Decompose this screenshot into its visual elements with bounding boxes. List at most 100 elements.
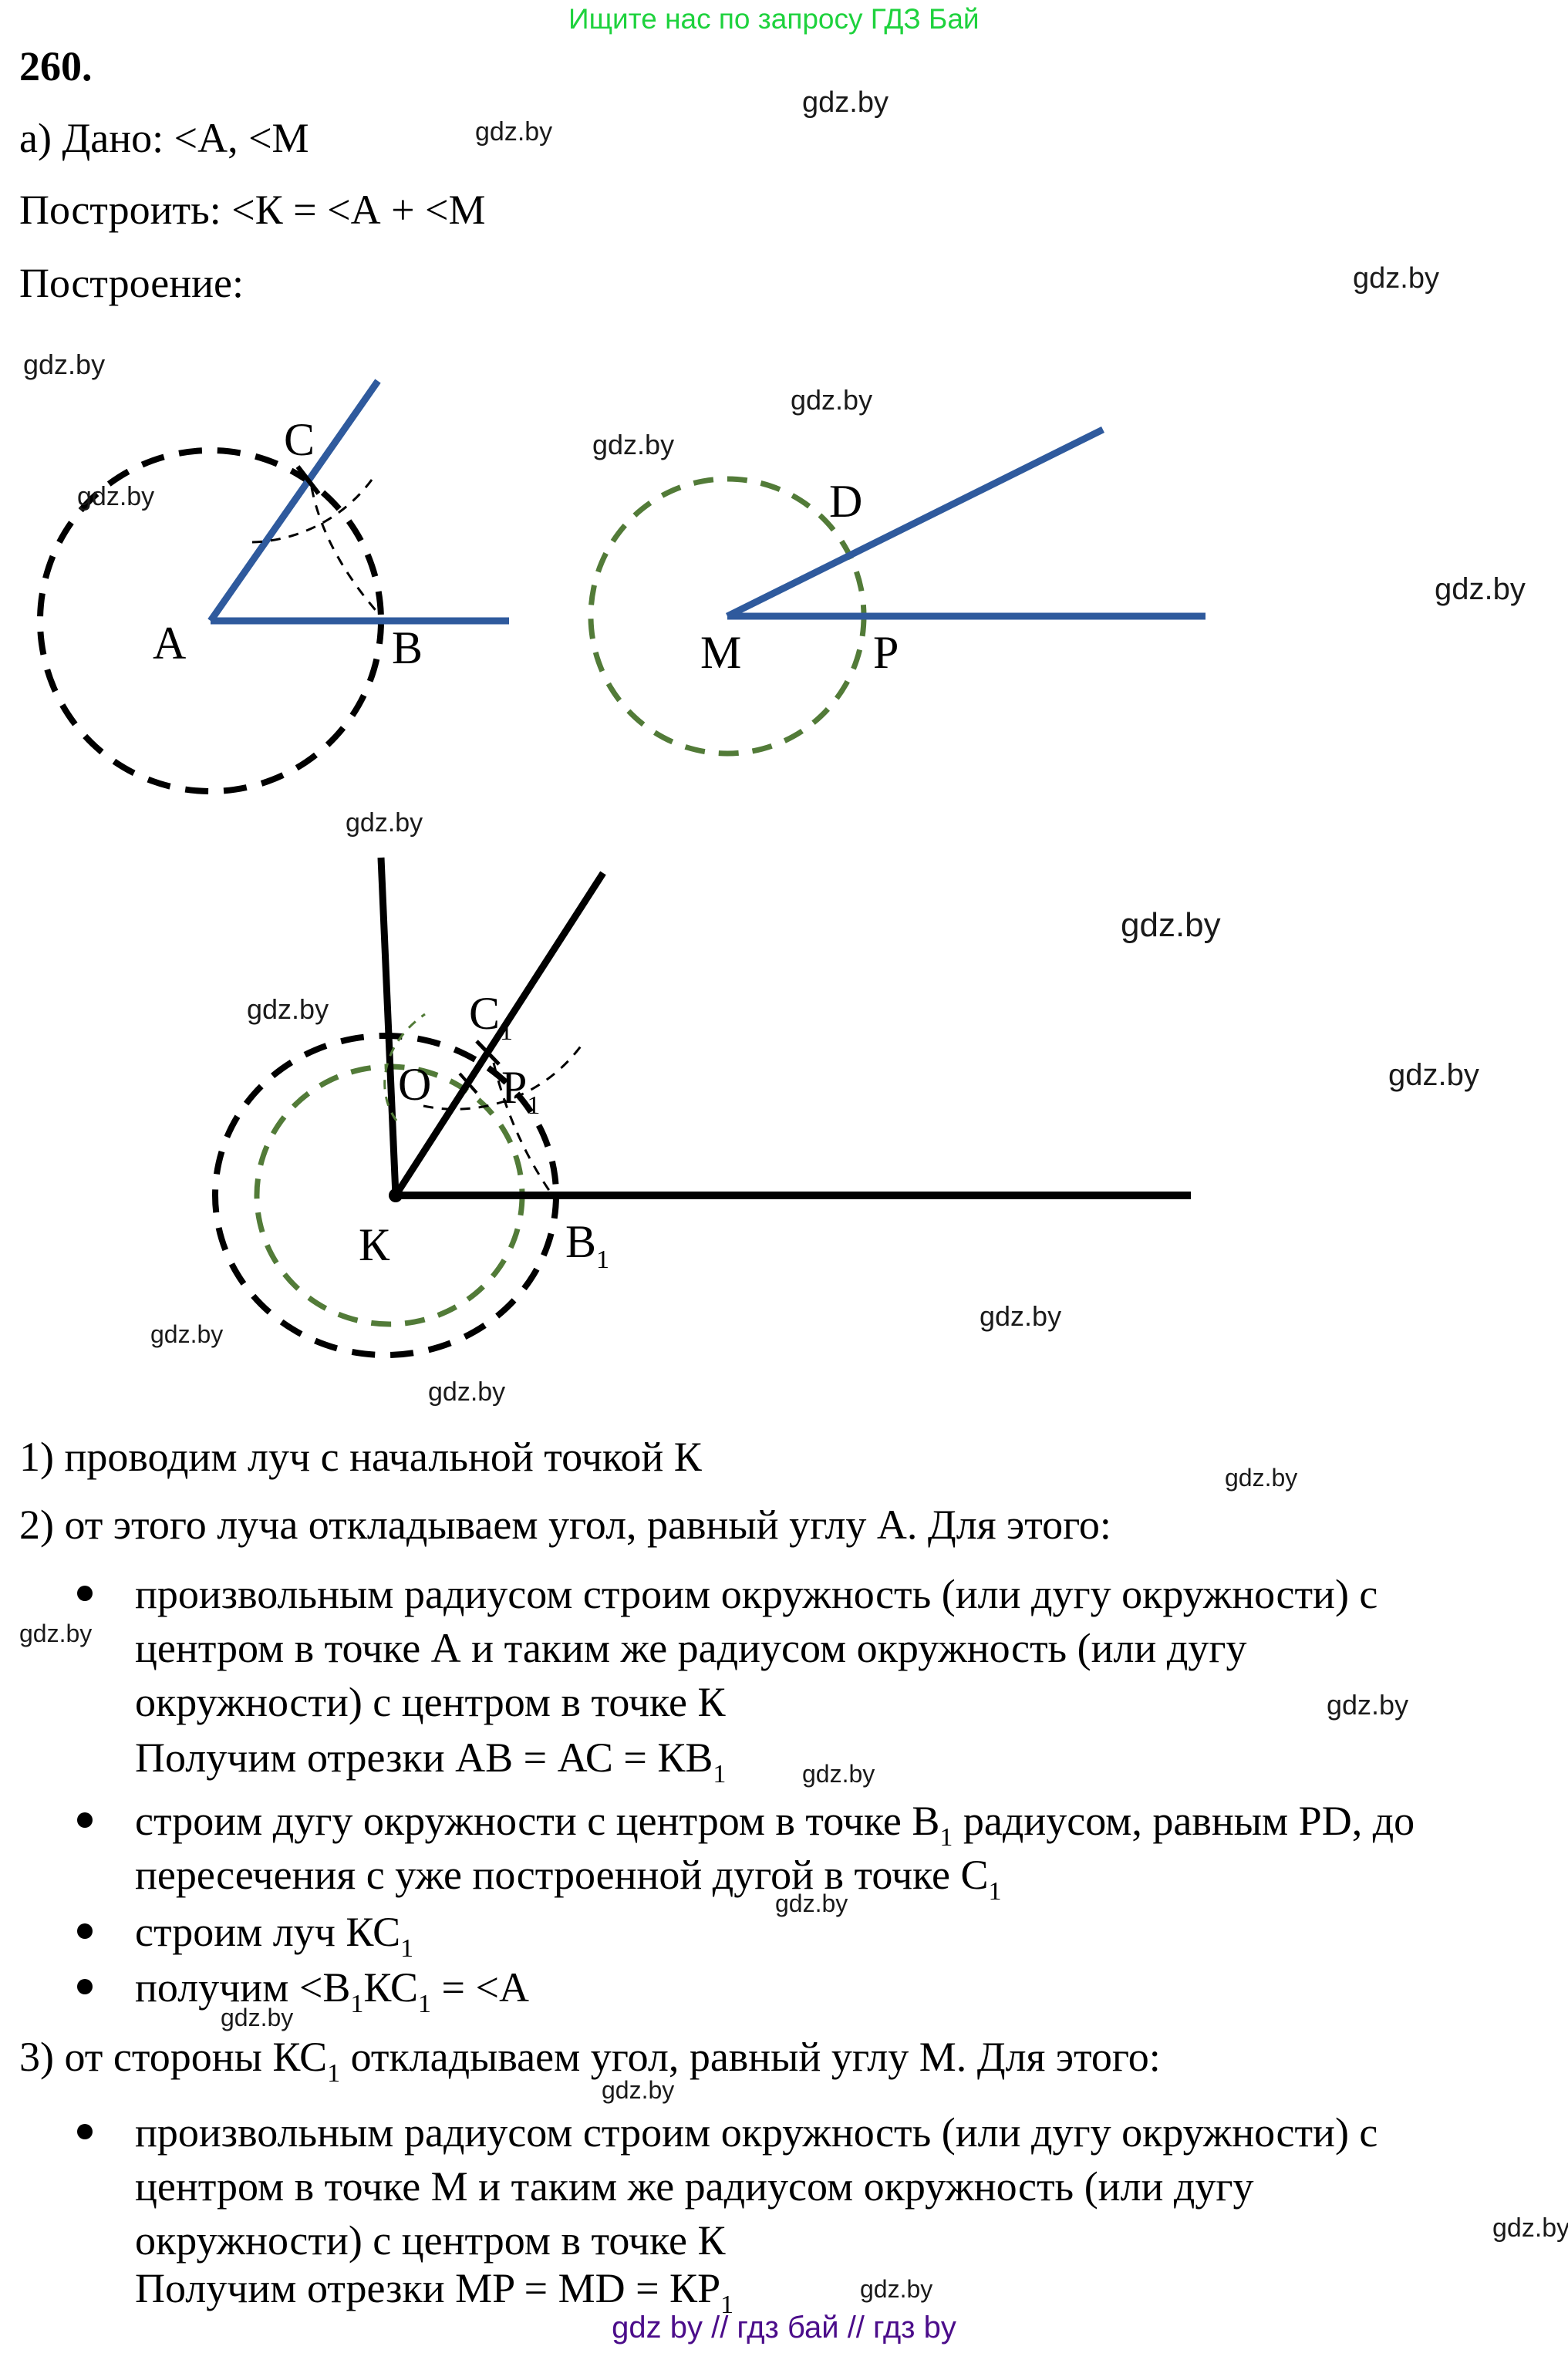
bullet5-line3: окружности) с центром в точке К [135,2217,726,2264]
watermark: gdz.by [1388,1058,1479,1092]
label-K: К [359,1219,390,1270]
bullet2-line2: пересечения с уже построенной дугой в то… [135,1851,1002,1906]
bullet2-line1-sub: 1 [939,1823,953,1852]
label-P1: P1 [501,1061,540,1120]
ray-KC1 [393,871,606,1198]
tick-point-P1 [458,1072,478,1094]
bullet3-line: строим луч КС1 [135,1908,413,1963]
given-line: а) Дано: <А, <М [19,115,309,161]
diagram-angle-M [588,426,1206,757]
watermark: gdz.by [1353,262,1439,295]
watermark: gdz.by [150,1320,224,1348]
watermark: gdz.by [1492,2213,1568,2243]
bullet2-line2-text: пересечения с уже построенной дугой в то… [135,1852,989,1898]
watermark: gdz.by [802,1760,875,1788]
bullet5-line2: центром в точке М и таким же радиусом ок… [135,2163,1254,2210]
promo-banner: Ищите нас по запросу ГДЗ Бай [568,3,980,35]
footer-branding: gdz by // гдз бай // гдз by [612,2311,956,2345]
bullet4-text2: КС [363,1964,419,2011]
watermark: gdz.by [1121,906,1221,944]
bullet-dot [77,2124,93,2139]
step-3-sub: 1 [327,2059,341,2088]
step-2: 2) от этого луча откладываем угол, равны… [19,1502,1111,1548]
label-C1-main: C [469,988,501,1039]
bullet1-line2: центром в точке А и таким же радиусом ок… [135,1625,1247,1671]
watermark: gdz.by [77,482,155,511]
tick-point-C1 [475,1040,501,1066]
bullet2-line1-text2: радиусом, равным PD, до [953,1798,1415,1844]
bullet5-line4-sub: 1 [720,2291,734,2319]
label-D: D [829,476,863,527]
bullet4-sub2: 1 [418,1990,432,2018]
bullet4-text3: = <А [431,1964,529,2011]
label-A: A [153,618,187,669]
watermark: gdz.by [247,993,329,1025]
watermark: gdz.by [428,1377,506,1407]
watermark: gdz.by [19,1620,93,1647]
bullet-dot [77,1979,93,1994]
arc-center-B1 [423,1041,585,1111]
label-P1-sub: 1 [527,1091,541,1120]
tick-point-C [295,465,321,495]
bullet4-sub1: 1 [350,1990,364,2018]
point-K-dot [389,1188,403,1202]
diagram-angle-K [212,857,1191,1358]
bullet2-line1: строим дугу окружности с центром в точке… [135,1797,1415,1852]
bullet-dot [77,1812,93,1828]
watermark: gdz.by [592,429,675,460]
arc-center-P1-green [383,1013,426,1121]
construction-line: Построение: [19,260,244,306]
label-P1-main: P [501,1062,528,1113]
bullet3-sub: 1 [400,1934,414,1963]
bullet1-line4-text: Получим отрезки АВ = АС = КВ [135,1734,713,1781]
label-B1: B1 [565,1215,609,1274]
watermark: gdz.by [475,117,553,147]
step-3: 3) от стороны КС1 откладываем угол, равн… [19,2033,1161,2088]
watermark: gdz.by [1225,1464,1298,1492]
bullet5-line4: Получим отрезки MP = MD = КР1 [135,2264,733,2319]
watermark: gdz.by [791,384,873,416]
ray-MD [725,426,1105,620]
watermark: gdz.by [23,349,106,380]
problem-number: 260. [19,43,93,89]
watermark: gdz.by [221,2004,294,2031]
label-O: O [398,1059,432,1110]
label-M: M [700,627,742,678]
label-B1-main: B [565,1216,597,1267]
watermark: gdz.by [860,2275,933,2303]
label-C: C [284,414,315,465]
step-3-text2: откладываем угол, равный углу М. Для это… [340,2034,1161,2080]
bullet1-line4-sub: 1 [713,1760,727,1788]
label-B: B [392,622,423,673]
bullet4-text1: получим <В [135,1964,351,2011]
bullet2-line1-text1: строим дугу окружности с центром в точке… [135,1798,940,1844]
watermark: gdz.by [802,86,889,119]
bullet1-line1: произвольным радиусом строим окружность … [135,1571,1378,1617]
watermark: gdz.by [775,1889,848,1917]
ray-AC [207,379,381,623]
bullet-dot [77,1923,93,1939]
bullet1-line4: Получим отрезки АВ = АС = КВ1 [135,1734,726,1788]
step-3-text1: 3) от стороны КС [19,2034,328,2080]
arc-center-B [251,474,377,544]
bullet5-line1: произвольным радиусом строим окружность … [135,2109,1378,2156]
watermark: gdz.by [980,1300,1062,1332]
label-P: P [873,627,899,678]
watermark: gdz.by [346,808,423,838]
bullet2-line2-sub: 1 [988,1877,1002,1906]
watermark: gdz.by [602,2076,675,2104]
bullet-dot [77,1586,93,1601]
bullet1-line3: окружности) с центром в точке К [135,1679,726,1725]
label-B1-sub: 1 [596,1246,610,1274]
watermark: gdz.by [1435,572,1526,606]
diagram-angle-A [37,379,509,794]
step-1: 1) проводим луч с начальной точкой К [19,1434,702,1480]
bullet5-line4-text: Получим отрезки MP = MD = КР [135,2265,721,2311]
label-C1-sub: 1 [500,1017,514,1046]
label-C1: C1 [469,987,513,1046]
ray-KO [377,857,400,1196]
construct-line: Построить: <К = <А + <М [19,187,486,233]
watermark: gdz.by [1327,1689,1409,1721]
